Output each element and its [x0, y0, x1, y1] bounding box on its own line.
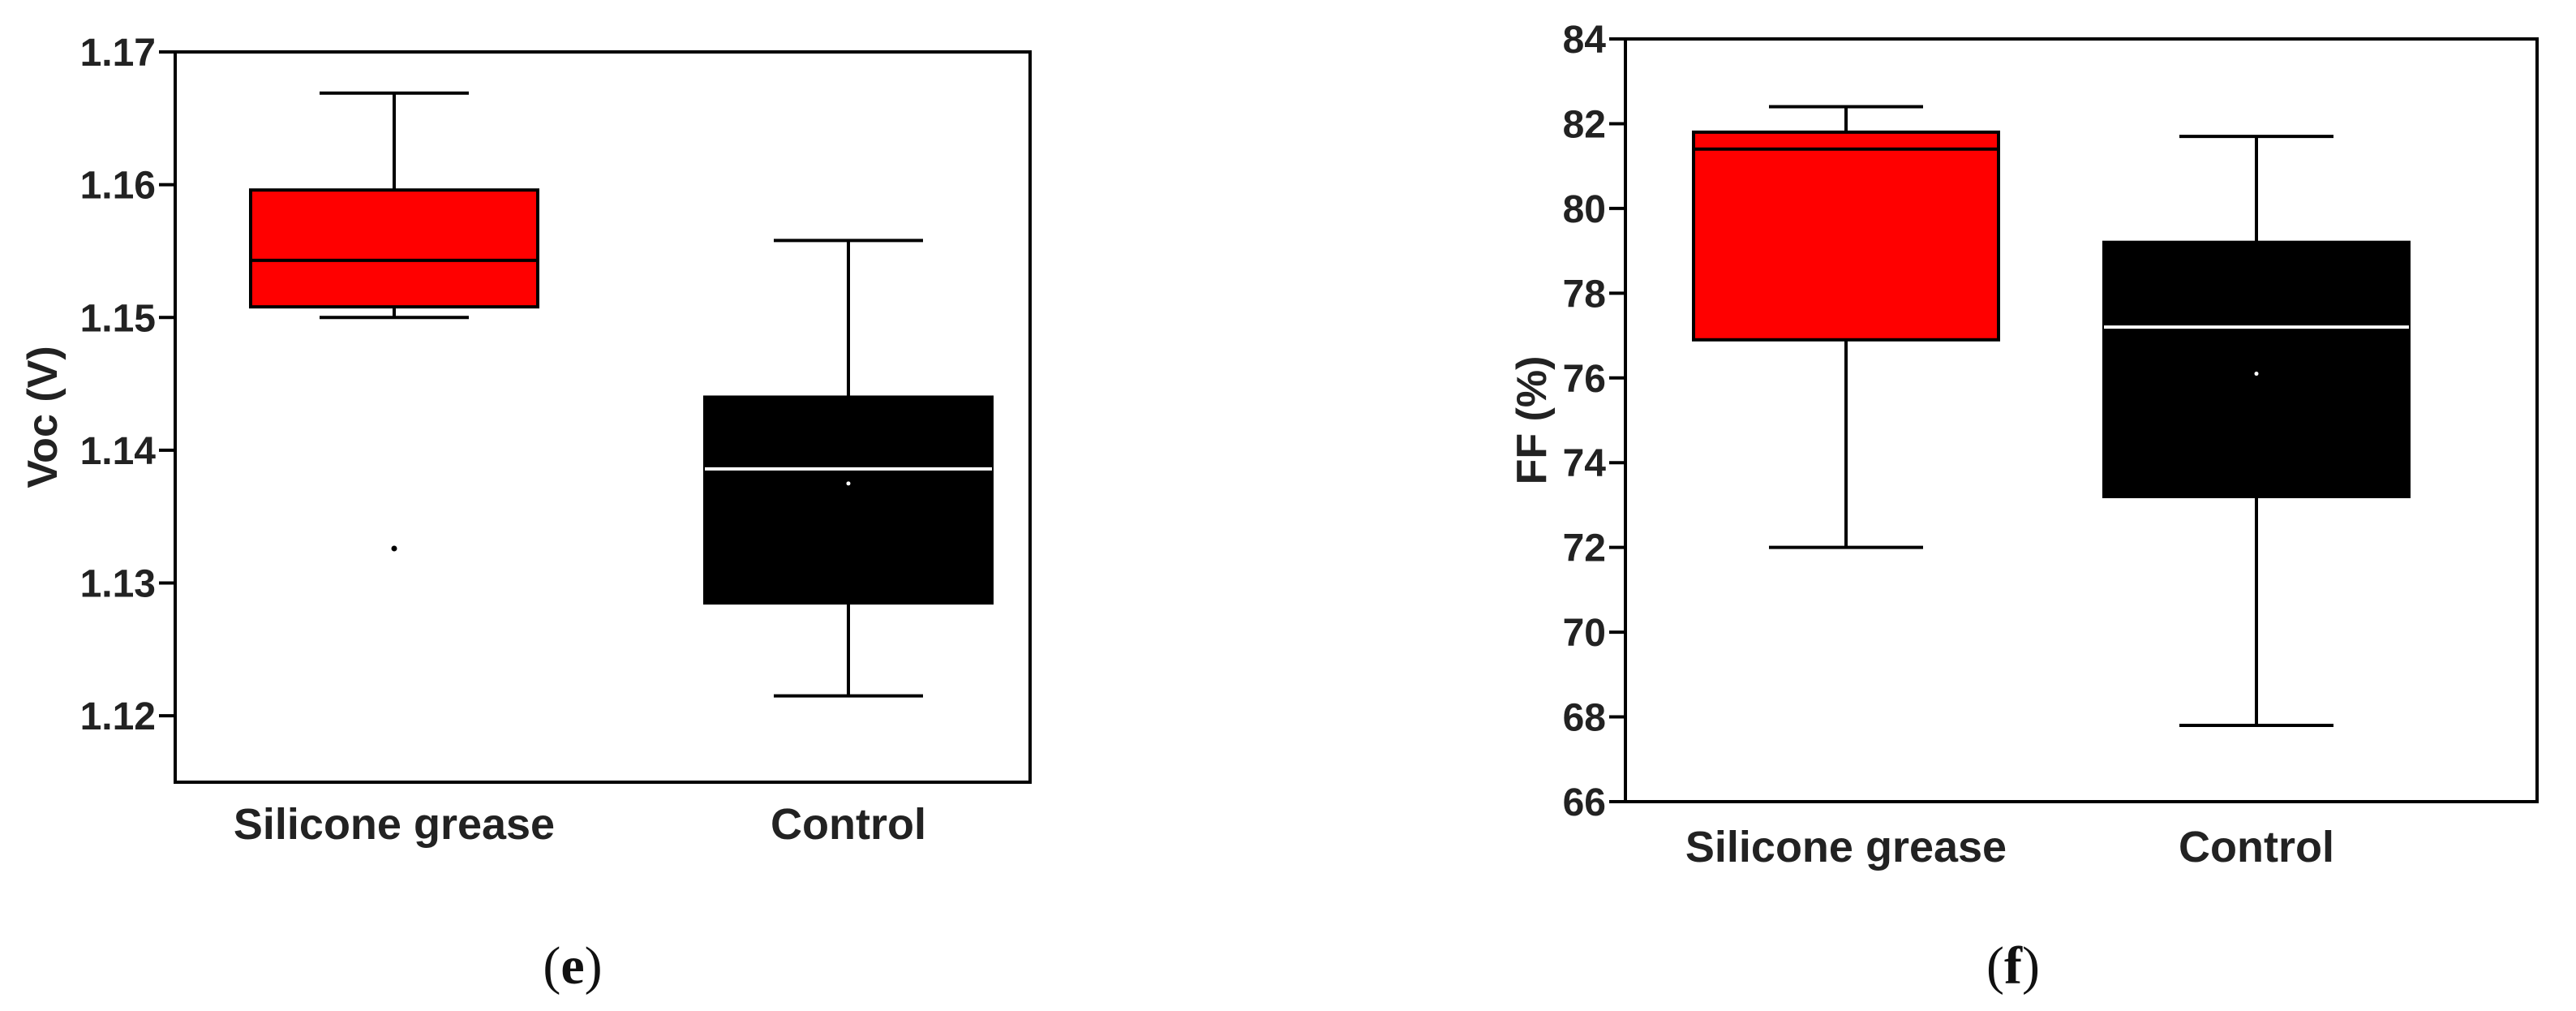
f-boxes [1692, 105, 2411, 727]
f-y-tick-label: 70 [1563, 612, 1606, 655]
iqr-box [2102, 240, 2411, 498]
panel-e-voc-chart: 1.12 1.13 1.14 1.15 1.16 1.17 Silicone grease… [19, 32, 1032, 996]
iqr-box [703, 395, 994, 605]
f-y-tick-label: 76 [1563, 358, 1606, 401]
f-y-tick-label: 68 [1563, 697, 1606, 740]
e-y-tick-label: 1.17 [80, 32, 156, 75]
f-box-control [2102, 135, 2411, 727]
mean-marker [846, 481, 851, 486]
f-y-axis-ticks: 66 68 70 72 74 76 78 80 82 84 [1563, 19, 1625, 824]
e-category-label: Silicone grease [234, 800, 555, 849]
e-category-label: Control [771, 800, 926, 849]
f-category-label: Silicone grease [1685, 823, 2007, 871]
iqr-box [1692, 130, 2000, 342]
outlier-point [391, 545, 397, 552]
f-y-tick-label: 80 [1563, 188, 1606, 231]
f-box-silicone-grease [1692, 105, 2000, 549]
e-y-tick-label: 1.16 [80, 165, 156, 208]
f-y-tick-label: 74 [1563, 442, 1607, 485]
f-y-tick-label: 78 [1563, 273, 1606, 316]
f-category-label: Control [2179, 823, 2334, 871]
e-boxes [249, 91, 994, 698]
f-plot-frame [1624, 37, 2539, 803]
e-plot-frame [174, 50, 1032, 784]
e-x-axis-categories: Silicone grease Control [234, 800, 926, 849]
f-x-axis-categories: Silicone grease Control [1685, 823, 2334, 871]
e-y-tick-label: 1.15 [80, 297, 156, 340]
e-y-axis-ticks: 1.12 1.13 1.14 1.15 1.16 1.17 [80, 32, 175, 738]
iqr-box [249, 188, 539, 309]
e-y-tick-label: 1.12 [80, 695, 156, 738]
f-y-axis-title: FF (%) [1509, 356, 1556, 485]
panel-f-ff-chart: 66 68 70 72 74 76 78 80 82 84 Silicone grease Cont… [1509, 19, 2539, 996]
mean-marker [2254, 372, 2259, 376]
e-y-tick-label: 1.14 [80, 430, 157, 473]
e-box-control [703, 239, 994, 698]
f-y-tick-label: 72 [1563, 527, 1606, 570]
e-box-silicone-grease [249, 91, 539, 552]
f-panel-label: (f) [1986, 936, 2040, 996]
e-y-axis-title: Voc (V) [19, 346, 67, 488]
f-y-tick-label: 66 [1563, 781, 1606, 824]
e-panel-label: (e) [543, 936, 602, 996]
e-y-tick-label: 1.13 [80, 563, 156, 606]
f-y-tick-label: 84 [1563, 19, 1607, 62]
f-y-tick-label: 82 [1563, 103, 1606, 146]
